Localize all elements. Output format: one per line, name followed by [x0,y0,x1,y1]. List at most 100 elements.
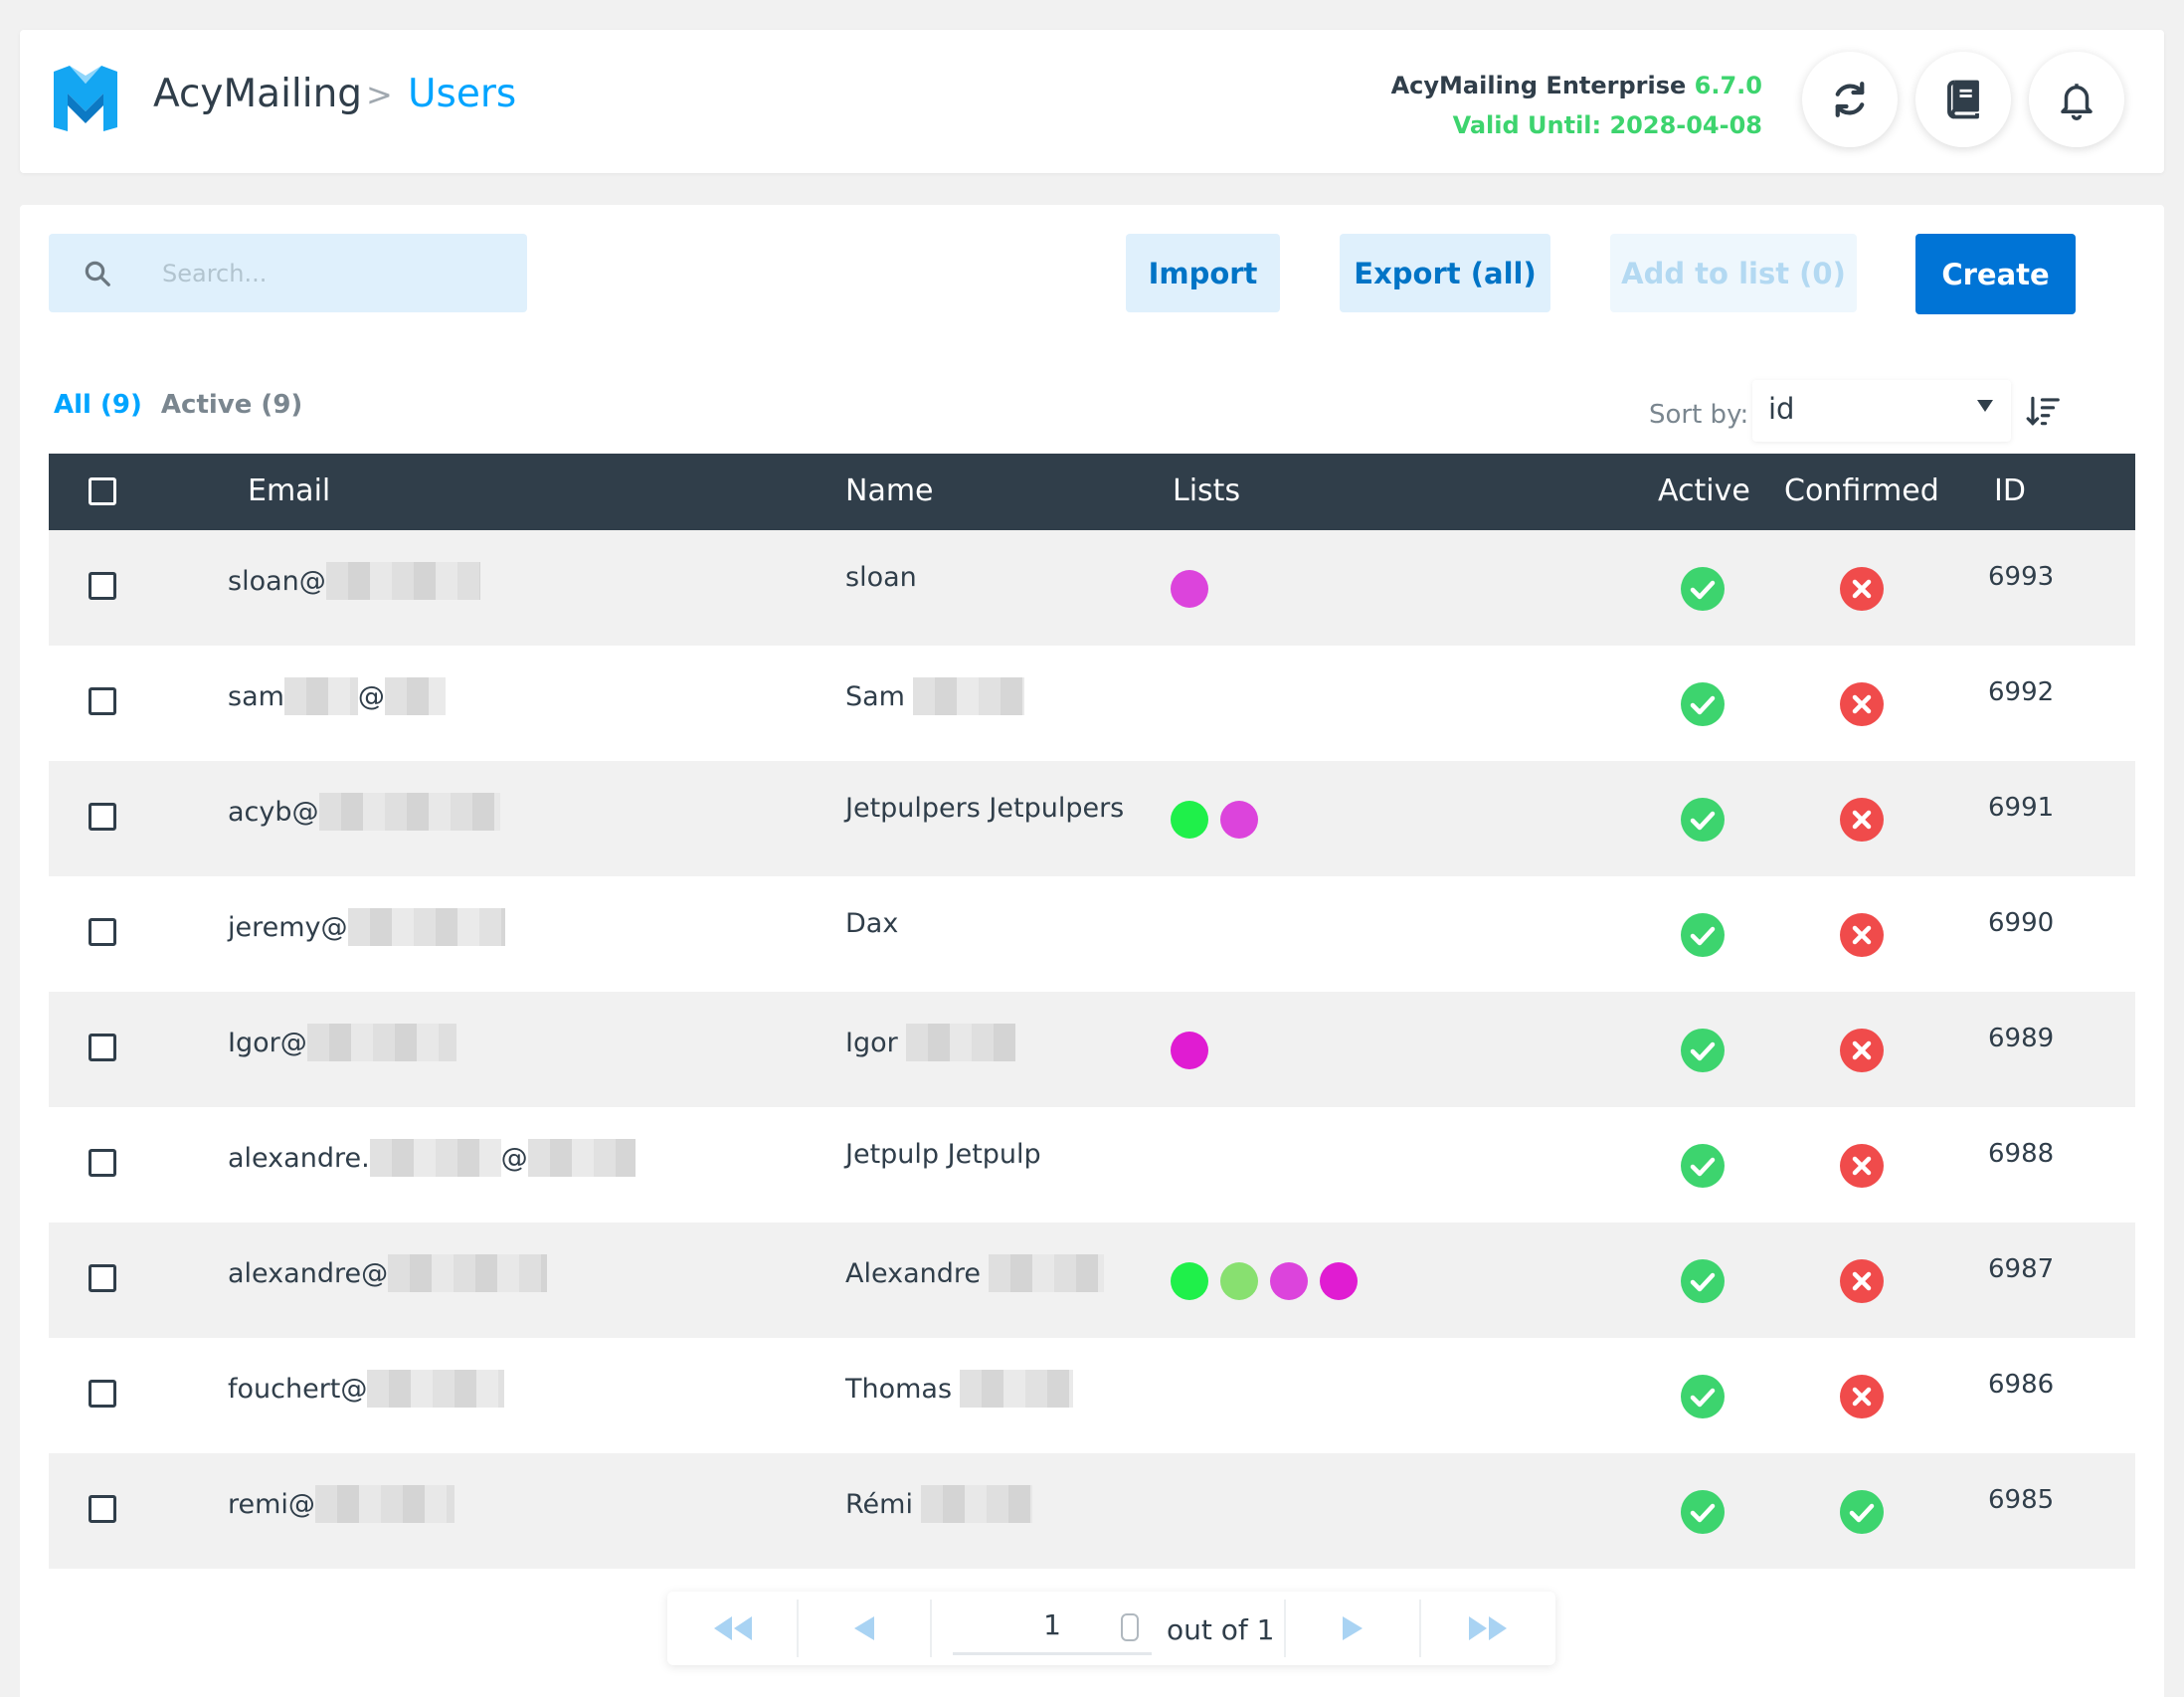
user-name[interactable]: Sam [845,680,905,712]
user-id: 6989 [1988,1024,2055,1053]
notifications-button[interactable] [2029,52,2124,147]
user-email[interactable]: Igor@ [228,1027,307,1058]
caret-down-icon [1977,400,1993,412]
row-checkbox[interactable] [89,918,116,946]
filter-all[interactable]: All (9) [54,390,142,420]
page-spinner-icon[interactable] [1121,1613,1139,1641]
sort-select[interactable]: id [1752,380,2011,442]
user-name[interactable]: Dax [845,908,899,939]
brand-name[interactable]: AcyMailing [153,72,363,116]
page-total: out of 1 [1167,1613,1275,1646]
name-cell: Alexandre [845,1254,1105,1292]
redacted-name [913,677,1024,715]
user-email[interactable]: alexandre@ [228,1257,389,1289]
license-edition: AcyMailing Enterprise [1390,72,1687,99]
prev-page-button[interactable] [799,1592,930,1665]
row-checkbox[interactable] [89,1495,116,1523]
next-page-button[interactable] [1286,1592,1419,1665]
page-number-input[interactable]: 1 [953,1598,1152,1655]
active-check-icon [1681,567,1725,611]
email-cell: alexandre@ [228,1254,548,1292]
list-dot-icon[interactable] [1220,1262,1258,1300]
filter-active[interactable]: Active (9) [160,390,303,420]
table-row[interactable]: Igor@ Igor 6989 [49,992,2135,1107]
user-email[interactable]: sloan@ [228,565,326,597]
create-button[interactable]: Create [1915,234,2076,314]
table-row[interactable]: sloan@ sloan 6993 [49,530,2135,646]
row-checkbox[interactable] [89,1034,116,1061]
user-email[interactable]: alexandre. [228,1142,370,1174]
table-row[interactable]: remi@ Rémi 6985 [49,1453,2135,1569]
table-row[interactable]: alexandre@ Alexandre 6987 [49,1223,2135,1338]
search-icon [85,261,110,286]
row-checkbox[interactable] [89,572,116,600]
search-input[interactable] [146,234,527,312]
list-dot-icon[interactable] [1171,801,1208,839]
user-id: 6991 [1988,793,2055,823]
list-dot-icon[interactable] [1171,1032,1208,1069]
redacted-name [905,1024,1015,1061]
search-box[interactable] [49,234,527,312]
acymailing-logo-icon[interactable] [50,62,121,133]
list-dot-icon[interactable] [1270,1262,1308,1300]
top-header: AcyMailing > Users AcyMailing Enterprise… [20,30,2164,173]
last-page-button[interactable] [1421,1592,1555,1665]
user-email[interactable]: fouchert@ [228,1373,368,1405]
user-name[interactable]: Jetpulpers Jetpulpers [845,793,1125,824]
row-checkbox[interactable] [89,687,116,715]
row-checkbox[interactable] [89,803,116,831]
user-email[interactable]: acyb@ [228,796,319,828]
users-panel: Import Export (all) Add to list (0) Crea… [20,205,2164,1697]
documentation-button[interactable] [1915,52,2011,147]
user-id: 6988 [1988,1139,2055,1169]
unconfirmed-cross-icon [1840,682,1884,726]
user-email[interactable]: jeremy@ [228,911,348,943]
redacted-email-domain [318,793,500,831]
table-row[interactable]: sam @ Sam 6992 [49,646,2135,761]
name-cell: Rémi [845,1485,1032,1523]
redacted-email-domain [325,562,480,600]
list-dot-icon[interactable] [1171,1262,1208,1300]
row-checkbox[interactable] [89,1380,116,1408]
select-all-checkbox[interactable] [89,477,116,505]
column-confirmed: Confirmed [1784,473,1939,508]
user-email-at: @ [357,680,385,712]
email-cell: acyb@ [228,793,500,831]
user-name[interactable]: Rémi [845,1488,913,1520]
export-button[interactable]: Export (all) [1340,234,1550,312]
user-email[interactable]: sam [228,680,284,712]
table-row[interactable]: acyb@ Jetpulpers Jetpulpers 6991 [49,761,2135,876]
table-header: Email Name Lists Active Confirmed ID [49,454,2135,530]
sort-direction-icon[interactable] [2025,392,2063,430]
list-dot-icon[interactable] [1220,801,1258,839]
user-name[interactable]: Igor [845,1027,898,1058]
user-id: 6993 [1988,562,2055,592]
table-row[interactable]: alexandre. @ Jetpulp Jetpulp 6988 [49,1107,2135,1223]
import-button[interactable]: Import [1126,234,1280,312]
user-name[interactable]: Alexandre [845,1257,982,1289]
license-version: 6.7.0 [1694,72,1762,99]
table-row[interactable]: jeremy@ Dax 6990 [49,876,2135,992]
row-checkbox[interactable] [89,1149,116,1177]
active-check-icon [1681,1490,1725,1534]
first-page-button[interactable] [667,1592,797,1665]
redacted-email-part [283,677,358,715]
search-icon-wrap [49,234,146,312]
add-to-list-button[interactable]: Add to list (0) [1610,234,1857,312]
refresh-button[interactable] [1802,52,1898,147]
row-checkbox[interactable] [89,1264,116,1292]
user-name[interactable]: Jetpulp Jetpulp [845,1139,1041,1170]
user-name[interactable]: Thomas [845,1373,953,1405]
lists-cell [1171,570,1208,608]
unconfirmed-cross-icon [1840,1375,1884,1418]
list-dot-icon[interactable] [1171,570,1208,608]
user-email[interactable]: remi@ [228,1488,315,1520]
chevron-right-icon [1343,1616,1363,1640]
user-name[interactable]: sloan [845,562,917,593]
list-dot-icon[interactable] [1320,1262,1358,1300]
active-check-icon [1681,1375,1725,1418]
redacted-email-domain [527,1139,636,1177]
pagination: 1 out of 1 [667,1592,1555,1665]
table-row[interactable]: fouchert@ Thomas 6986 [49,1338,2135,1453]
redacted-name [920,1485,1032,1523]
